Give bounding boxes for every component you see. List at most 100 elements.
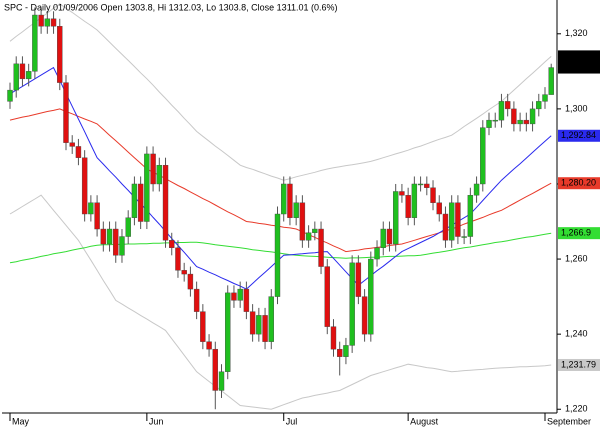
candle-body	[106, 228, 113, 245]
candle-body	[473, 183, 480, 196]
candle-body	[461, 236, 467, 238]
candle-body	[536, 101, 542, 110]
indicator-line	[9, 66, 552, 290]
price-label: 1,292.84	[561, 130, 596, 140]
price-label-box	[558, 129, 600, 142]
candle-body	[305, 232, 312, 241]
candle-body	[523, 119, 530, 125]
candle-body	[399, 191, 405, 196]
candle-body	[430, 187, 436, 203]
candle-body	[511, 108, 517, 125]
candle-body	[542, 94, 548, 102]
candle-body	[57, 26, 63, 83]
candle-body	[392, 191, 399, 245]
candle-body	[13, 63, 19, 91]
candle-body	[32, 14, 38, 72]
candle-body	[504, 101, 511, 110]
candle-body	[455, 202, 461, 237]
candle-body	[169, 240, 175, 248]
candle-body	[81, 157, 88, 215]
price-label: 1,231.79	[561, 359, 596, 369]
indicator-line	[9, 108, 552, 253]
candle-body	[206, 341, 212, 350]
candle-body	[137, 183, 144, 222]
plot-area	[7, 3, 554, 410]
indicator-line	[9, 3, 552, 181]
candle-body	[517, 119, 523, 125]
candle-body	[181, 270, 187, 275]
candle-body	[88, 202, 94, 215]
price-label-box	[558, 61, 600, 74]
candle-body	[349, 262, 355, 346]
price-label: 1,280.20	[561, 178, 596, 188]
candle-body	[492, 119, 498, 122]
y-tick-label: 1,300	[565, 103, 588, 113]
price-label-box	[558, 227, 600, 240]
candle-body	[94, 202, 100, 230]
candle-body	[343, 345, 349, 357]
candle-body	[293, 202, 299, 218]
candle-body	[486, 119, 492, 128]
candle-body	[436, 202, 442, 215]
price-label-box	[558, 358, 600, 371]
candle-body	[324, 266, 330, 327]
candle-body	[312, 228, 318, 233]
candle-body	[69, 142, 75, 147]
indicator-line	[9, 232, 552, 264]
x-tick-label: August	[410, 416, 439, 426]
candle-body	[386, 228, 393, 245]
candle-body	[100, 228, 107, 245]
price-label: 1,313.98	[561, 51, 596, 61]
candle-body	[330, 326, 337, 350]
candle-body	[225, 292, 231, 372]
candle-body	[150, 153, 156, 185]
y-tick-label: 1,220	[565, 404, 588, 414]
candle-body	[448, 202, 455, 241]
candle-body	[50, 18, 57, 27]
candle-body	[63, 82, 69, 143]
candle-body	[38, 14, 44, 27]
candle-body	[262, 315, 268, 342]
candle-body	[237, 288, 243, 301]
x-tick-label: Jun	[149, 416, 164, 426]
candle-body	[318, 228, 324, 267]
candle-body	[113, 228, 119, 256]
candle-body	[467, 195, 474, 237]
candle-body	[529, 108, 536, 125]
candle-body	[417, 183, 424, 186]
candle-body	[75, 146, 82, 158]
candle-body	[131, 183, 138, 218]
candle-body	[442, 213, 449, 241]
price-label-box	[558, 50, 600, 63]
candle-body	[405, 195, 411, 218]
y-tick-label: 1,320	[565, 28, 588, 38]
candle-body	[337, 348, 343, 357]
candle-body	[249, 311, 256, 335]
candle-body	[299, 202, 306, 241]
candle-body	[231, 292, 237, 301]
candle-body	[256, 315, 262, 335]
candle-body	[25, 71, 32, 80]
candle-body	[380, 228, 386, 248]
candle-body	[156, 164, 163, 185]
candle-body	[193, 288, 200, 312]
candle-body	[144, 153, 150, 222]
candle-body	[119, 236, 125, 256]
price-label: 1,266.9	[561, 228, 591, 238]
candle-body	[274, 213, 281, 297]
candle-body	[162, 164, 169, 241]
candle-body	[200, 311, 206, 342]
candle-body	[368, 258, 374, 335]
candle-body	[548, 67, 554, 95]
candle-body	[19, 63, 26, 80]
candle-body	[498, 101, 505, 121]
candle-body	[175, 247, 181, 271]
x-tick-label: May	[12, 416, 30, 426]
y-tick-label: 1,240	[565, 329, 588, 339]
chart-title: SPC - Daily 01/09/2006 Open 1303.8, Hi 1…	[4, 2, 338, 12]
candle-body	[212, 348, 218, 391]
candle-body	[243, 288, 250, 312]
price-label: 1,311.01	[561, 62, 595, 72]
y-tick-label: 1,260	[565, 253, 588, 263]
